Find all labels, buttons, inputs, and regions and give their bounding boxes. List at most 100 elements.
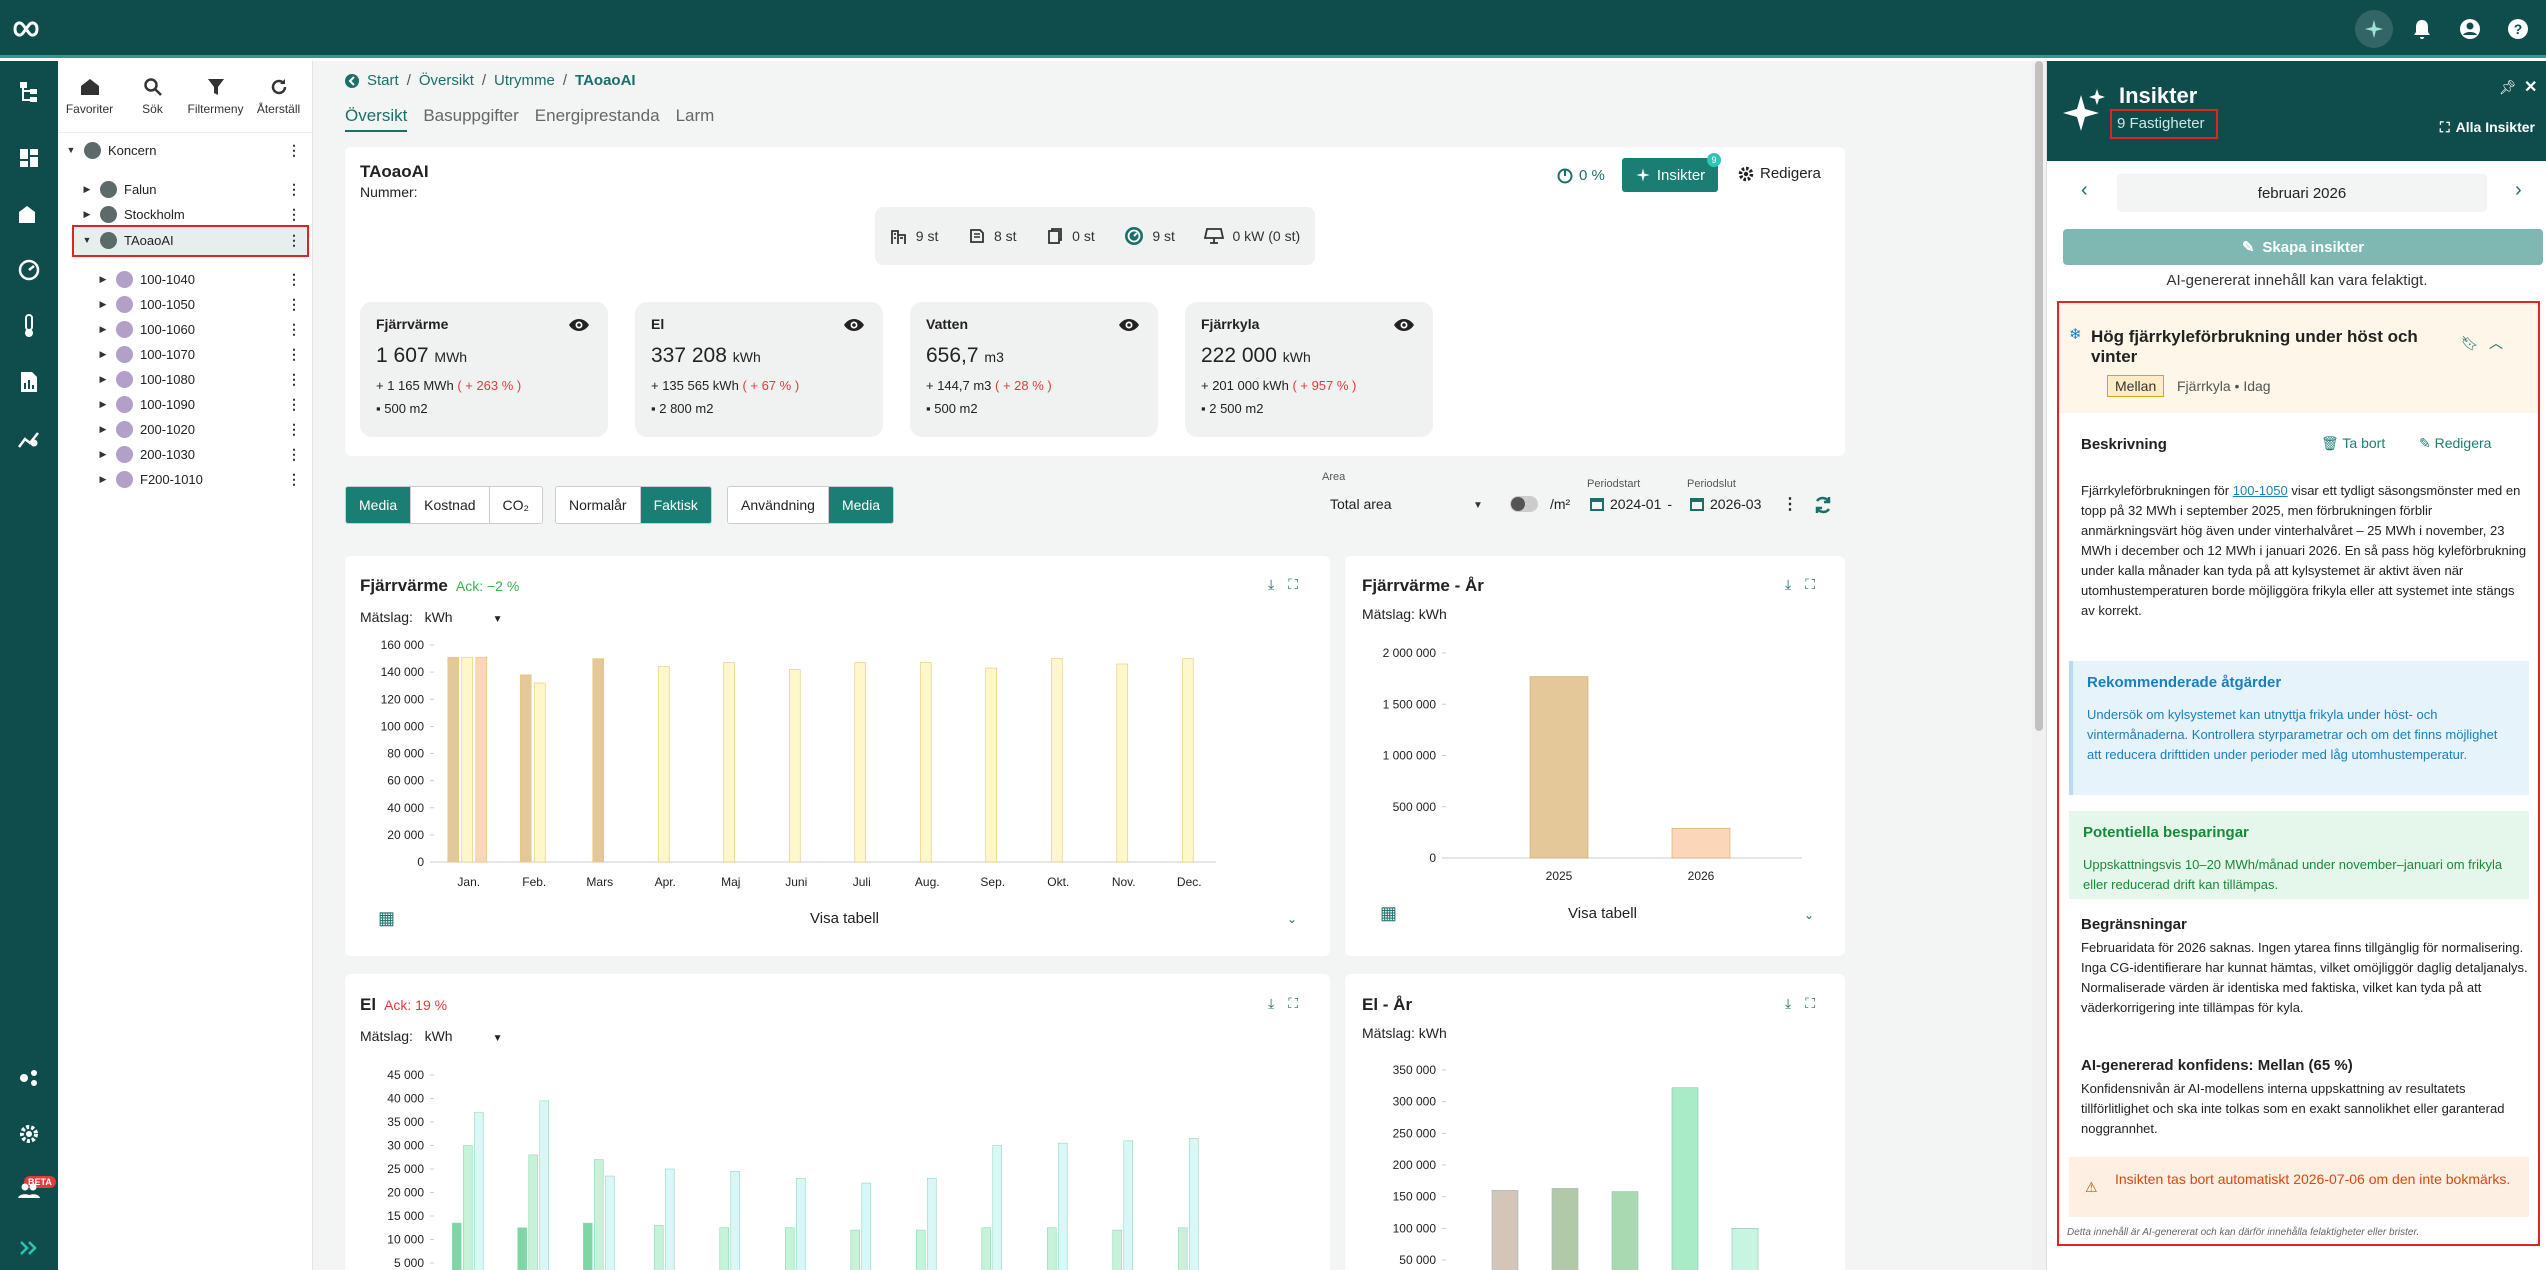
more-icon[interactable]: ⋮ — [287, 470, 301, 487]
table-icon[interactable]: ▦ — [378, 908, 396, 928]
fullscreen-icon[interactable]: ⛶ — [1288, 995, 1299, 1011]
tree-node-child[interactable]: ▶ 100-1050 ⋮ — [98, 293, 311, 315]
tree-node-child[interactable]: ▶ 100-1040 ⋮ — [98, 268, 311, 290]
more-icon[interactable]: ⋮ — [287, 320, 301, 337]
more-icon[interactable]: ⋮ — [287, 205, 301, 222]
integrations-icon[interactable] — [14, 1063, 44, 1093]
buildings-icon[interactable] — [14, 199, 44, 229]
download-icon[interactable]: ⤓ — [1268, 995, 1275, 1011]
tree-node-koncern[interactable]: ▼ Koncern ⋮ — [66, 139, 311, 161]
more-icon[interactable]: ⋮ — [287, 270, 301, 287]
ta-bort-button[interactable]: 🗑︎ Ta bort — [2321, 435, 2385, 452]
next-month-icon[interactable]: › — [2515, 179, 2522, 201]
fullscreen-icon[interactable]: ⛶ — [1805, 576, 1816, 592]
tree-node-child[interactable]: ▶ 100-1060 ⋮ — [98, 318, 311, 340]
eye-icon[interactable] — [1118, 318, 1140, 332]
main-scrollbar[interactable] — [2032, 61, 2046, 1270]
download-icon[interactable]: ⤓ — [1268, 576, 1275, 592]
ai-sparkle-icon[interactable] — [2355, 10, 2393, 48]
periodstart-field[interactable]: 2024-01- — [1590, 496, 1672, 512]
toggle-kostnad[interactable]: Kostnad — [411, 487, 490, 523]
breadcrumb-utrymme[interactable]: Utrymme — [494, 72, 555, 89]
dropdown-icon[interactable]: ▼ — [492, 614, 503, 625]
more-icon[interactable]: ⋮ — [287, 420, 301, 437]
caret-right-icon[interactable]: ▶ — [99, 348, 107, 359]
tree-node-stockholm[interactable]: ▶ Stockholm ⋮ — [82, 203, 311, 225]
report-icon[interactable] — [14, 367, 44, 397]
visa-tabell-link[interactable]: Visa tabell — [1568, 905, 1637, 922]
help-icon[interactable]: ? — [2499, 10, 2537, 48]
dashboard-icon[interactable] — [14, 143, 44, 173]
table-icon[interactable]: ▦ — [1380, 903, 1398, 923]
download-icon[interactable]: ⤓ — [1785, 995, 1792, 1011]
eye-icon[interactable] — [843, 318, 865, 332]
more-icon[interactable]: ⋮ — [287, 231, 301, 248]
tab-oversikt[interactable]: Översikt — [345, 106, 408, 132]
tab-larm[interactable]: Larm — [675, 106, 715, 125]
bell-icon[interactable] — [2403, 10, 2441, 48]
favoriter-button[interactable]: Favoriter — [58, 61, 121, 132]
property-link[interactable]: 100-1050 — [2232, 483, 2288, 498]
more-icon[interactable]: ⋮ — [287, 141, 301, 158]
more-icon[interactable]: ⋮ — [287, 180, 301, 197]
close-icon[interactable]: ✕ — [2524, 79, 2538, 96]
fullscreen-icon[interactable]: ⛶ — [1805, 995, 1816, 1011]
breadcrumb-oversikt[interactable]: Översikt — [418, 72, 474, 89]
fullscreen-icon[interactable]: ⛶ — [1288, 576, 1299, 592]
tree-node-falun[interactable]: ▶ Falun ⋮ — [82, 178, 311, 200]
tree-node-child[interactable]: ▶ 100-1080 ⋮ — [98, 368, 311, 390]
matslag-select[interactable]: Mätslag: kWh ▼ — [360, 1028, 503, 1044]
toggle-faktisk[interactable]: Faktisk — [640, 487, 711, 523]
dropdown-icon[interactable]: ▼ — [492, 1033, 503, 1044]
scrollbar-thumb[interactable] — [2035, 61, 2043, 731]
caret-right-icon[interactable]: ▶ — [99, 423, 107, 434]
more-icon[interactable]: ⋮ — [287, 445, 301, 462]
sync-icon[interactable] — [1812, 494, 1834, 516]
caret-right-icon[interactable]: ▶ — [99, 373, 107, 384]
more-icon[interactable]: ⋮ — [287, 370, 301, 387]
pin-icon[interactable]: 📌︎ — [2499, 79, 2517, 95]
tree-node-child[interactable]: ▶ 200-1020 ⋮ — [98, 418, 311, 440]
skapa-insikter-button[interactable]: ✎ Skapa insikter — [2063, 229, 2543, 265]
caret-down-icon[interactable]: ▼ — [82, 235, 92, 245]
toggle-media-view[interactable]: Media — [828, 487, 894, 523]
more-options-icon[interactable]: ⋮ — [1782, 496, 1798, 513]
chevron-down-icon[interactable]: ⌄ — [1287, 912, 1298, 926]
caret-right-icon[interactable]: ▶ — [99, 323, 107, 334]
toggle-normalar[interactable]: Normalår — [556, 487, 641, 523]
tree-node-child[interactable]: ▶ F200-1010 ⋮ — [98, 468, 311, 490]
breadcrumb-start[interactable]: Start — [367, 72, 399, 89]
tab-energiprestanda[interactable]: Energiprestanda — [534, 106, 660, 125]
caret-down-icon[interactable]: ▼ — [66, 145, 76, 155]
visa-tabell-link[interactable]: Visa tabell — [810, 910, 879, 927]
caret-right-icon[interactable]: ▶ — [99, 448, 107, 459]
admin-gear-icon[interactable] — [14, 1119, 44, 1149]
caret-right-icon[interactable]: ▶ — [99, 298, 107, 309]
gauge-icon[interactable] — [14, 255, 44, 285]
periodslut-field[interactable]: 2026-03 — [1690, 496, 1761, 512]
users-icon[interactable] — [14, 1175, 44, 1205]
matslag-select[interactable]: Mätslag: kWh ▼ — [360, 609, 503, 625]
tree-node-taoaoai[interactable]: ▼ TAoaoAI ⋮ — [82, 229, 311, 251]
more-icon[interactable]: ⋮ — [287, 395, 301, 412]
chevron-down-icon[interactable]: ⌄ — [1804, 908, 1815, 922]
bookmark-icon[interactable]: 🔖︎ — [2461, 335, 2479, 351]
tree-icon[interactable] — [14, 77, 44, 107]
alla-insikter-link[interactable]: ⛶ Alla Insikter — [2440, 119, 2535, 136]
caret-right-icon[interactable]: ▶ — [99, 273, 107, 284]
back-arrow-icon[interactable] — [345, 73, 359, 88]
filtermeny-button[interactable]: Filtermeny — [184, 61, 247, 132]
toggle-media[interactable]: Media — [346, 487, 412, 523]
settings-chart-icon[interactable] — [14, 423, 44, 453]
account-icon[interactable] — [2451, 10, 2489, 48]
eye-icon[interactable] — [1393, 318, 1415, 332]
per-m2-toggle[interactable] — [1510, 496, 1538, 512]
area-dropdown-icon[interactable]: ▼ — [1473, 500, 1483, 511]
tree-node-child[interactable]: ▶ 100-1070 ⋮ — [98, 343, 311, 365]
redigera-button[interactable]: Redigera — [1738, 165, 1821, 182]
thermometer-icon[interactable] — [14, 311, 44, 341]
sok-button[interactable]: Sök — [121, 61, 184, 132]
brand-logo-icon[interactable] — [12, 15, 46, 43]
more-icon[interactable]: ⋮ — [287, 295, 301, 312]
toggle-anvandning[interactable]: Användning — [728, 487, 829, 523]
